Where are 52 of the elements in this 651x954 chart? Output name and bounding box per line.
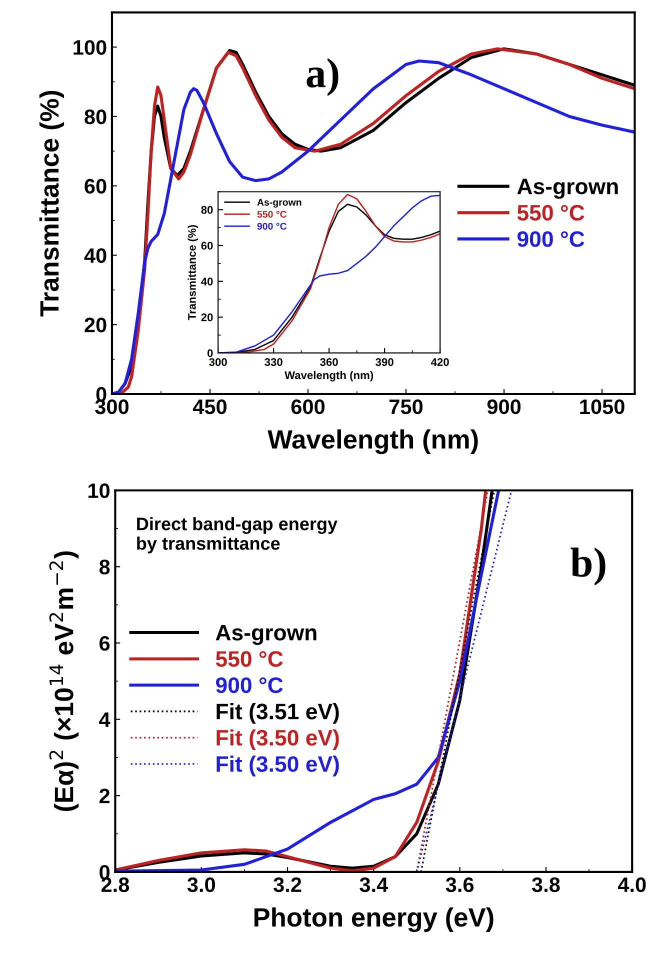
legend-label: Fit (3.50 eV) [216, 756, 339, 776]
y-axis-title: Transmittance (%) [39, 90, 64, 317]
legend-label: Fit (3.50 eV) [216, 729, 339, 750]
legend-label: As-grown [216, 624, 316, 645]
y-tick-label: 60 [84, 178, 106, 194]
legend-label: Fit (3.51 eV) [216, 703, 339, 724]
y-tick-label: 6 [100, 636, 110, 651]
legend-label: 900 °C [517, 231, 584, 247]
x-tick-label: 750 [390, 399, 423, 414]
x-tick-label: 3.6 [446, 877, 474, 892]
x-tick-label: 360 [320, 358, 338, 366]
x-tick-label: 3.2 [274, 877, 302, 892]
legend-label: 900 °C [216, 677, 283, 694]
annotation: Direct band-gap energy by transmittance [137, 517, 338, 554]
x-tick-label: 450 [192, 399, 227, 414]
x-tick-label: 600 [291, 399, 325, 414]
x-axis-title: Wavelength (nm) [284, 370, 374, 382]
y-tick-label: 2 [100, 788, 110, 804]
annotation: b) [570, 548, 606, 586]
x-tick-label: 420 [430, 358, 449, 366]
y-tick-label: 4 [99, 712, 110, 727]
x-axis-title: Photon energy (eV) [254, 907, 494, 932]
y-tick-label: 8 [99, 560, 110, 574]
legend-label: As-grown [257, 198, 302, 208]
y-tick-label: 80 [201, 206, 213, 214]
y-tick-label: 0 [207, 349, 213, 358]
y-tick-label: 40 [84, 248, 106, 263]
y-axis-title: Transmittance (%) [188, 225, 198, 320]
legend-label: 550 °C [216, 651, 283, 667]
annotation: a) [306, 58, 338, 96]
x-tick-label: 1050 [580, 399, 624, 414]
legend-label: 550 °C [257, 210, 287, 218]
y-tick-label: 80 [84, 109, 106, 124]
y-tick-label: 20 [201, 313, 213, 322]
legend-label: As-grown [517, 178, 618, 199]
x-tick-label: 3.8 [532, 877, 560, 892]
legend-label: 550 °C [517, 204, 584, 221]
y-tick-label: 40 [201, 278, 213, 286]
y-tick-label: 10 [88, 483, 110, 498]
x-tick-label: 4.0 [618, 877, 646, 892]
x-axis-title: Wavelength (nm) [268, 429, 478, 454]
x-tick-label: 3.4 [360, 877, 388, 892]
x-tick-label: 300 [209, 358, 227, 366]
x-tick-label: 3.0 [187, 877, 216, 892]
x-tick-label: 900 [487, 399, 521, 414]
legend-label: 900 °C [257, 222, 287, 230]
x-tick-label: 330 [264, 358, 282, 366]
text: (Eα)$^{2}$ (×10$^{14}$ eV$^{2}$m$^{−2}$) [49, 551, 79, 811]
y-tick-label: 60 [201, 242, 213, 250]
x-tick-label: 390 [376, 358, 394, 366]
y-tick-label: 100 [74, 40, 106, 55]
y-tick-label: 20 [84, 318, 106, 332]
